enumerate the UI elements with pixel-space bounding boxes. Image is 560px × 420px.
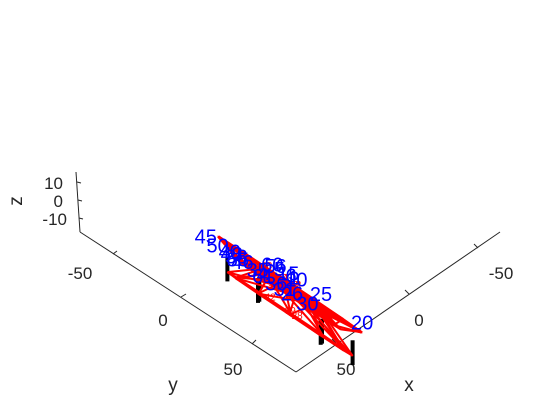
x-tick-mark — [473, 243, 479, 249]
node-label: 4 — [257, 265, 268, 287]
node-label: 30 — [296, 293, 318, 315]
truss-member — [296, 289, 345, 352]
axis-line-z — [75, 171, 81, 233]
node-label: 56 — [264, 256, 286, 278]
z-tick-mark — [78, 217, 84, 220]
node-label: 10 — [285, 270, 307, 292]
element-label: 83 — [277, 282, 289, 293]
element-label: 33 — [277, 282, 289, 293]
truss-member — [282, 280, 292, 314]
truss-member — [227, 267, 264, 274]
z-tick-label: 10 — [44, 174, 63, 193]
axis-line-y — [79, 231, 297, 373]
truss-member — [257, 292, 317, 305]
node-label: 60 — [261, 254, 283, 276]
node-label: 31 — [274, 279, 296, 301]
node-label: 20 — [351, 312, 373, 334]
truss-member — [235, 276, 260, 294]
element-label: 28 — [292, 311, 304, 322]
node-label: 61 — [252, 266, 274, 288]
y-axis-label: y — [168, 375, 178, 396]
z-tick-label: -10 — [42, 210, 67, 229]
x-axis-label: x — [404, 375, 414, 396]
y-tick-mark — [112, 250, 118, 255]
element-label: 103 — [268, 278, 285, 289]
truss-member — [217, 235, 247, 267]
element-label: 78 — [293, 293, 305, 304]
truss-member — [289, 280, 298, 292]
element-label: 42 — [265, 293, 277, 304]
node-label: 5 — [274, 259, 285, 281]
element-label: 22 — [290, 280, 302, 291]
truss-members — [217, 235, 363, 357]
node-label: 40 — [219, 242, 241, 264]
truss-member — [262, 267, 292, 314]
z-tick-label: 0 — [54, 192, 63, 211]
element-label: 32 — [287, 280, 299, 291]
y-tick-mark — [251, 339, 257, 345]
truss-member — [235, 267, 264, 279]
element-label: 14 — [277, 273, 289, 284]
node-label: 55 — [227, 250, 249, 272]
z-axis-label: z — [6, 196, 27, 206]
z-tick-mark — [76, 181, 82, 184]
node-label: 45 — [195, 226, 217, 248]
element-label: 52 — [290, 280, 302, 291]
y-tick-label: 50 — [224, 360, 243, 379]
truss-member — [235, 277, 310, 301]
y-tick-label: -50 — [68, 264, 93, 283]
node-label: 6 — [286, 266, 297, 288]
z-tick-mark — [77, 199, 83, 202]
truss-member — [263, 267, 291, 283]
node-label: 38 — [225, 247, 247, 269]
truss-member — [217, 235, 363, 334]
element-label: 93 — [290, 280, 302, 291]
x-tick-label: 0 — [414, 311, 423, 330]
truss-member — [235, 272, 271, 279]
element-label: 89 — [285, 306, 297, 317]
node-label: 43 — [221, 244, 243, 266]
axis-line-x — [295, 231, 501, 373]
truss-member — [262, 267, 323, 335]
node-label: 25 — [310, 284, 332, 306]
truss-member — [257, 280, 284, 295]
node-label: 36 — [265, 274, 287, 296]
node-label: 35 — [247, 260, 269, 282]
node-label: 26 — [281, 283, 303, 305]
truss-member — [227, 271, 298, 293]
node-label: 46 — [231, 252, 253, 274]
y-tick-label: 0 — [158, 311, 167, 330]
y-tick-mark — [180, 293, 187, 298]
truss-member — [288, 313, 322, 337]
truss-member — [315, 303, 345, 352]
element-label: 79 — [277, 273, 289, 284]
x-tick-label: -50 — [489, 264, 514, 283]
node-label: 15 — [277, 264, 299, 286]
node-label: 50 — [206, 235, 228, 257]
truss-member — [226, 271, 237, 279]
node-label: 1 — [288, 268, 299, 290]
element-label: 68 — [261, 261, 273, 272]
x-tick-mark — [404, 289, 410, 295]
